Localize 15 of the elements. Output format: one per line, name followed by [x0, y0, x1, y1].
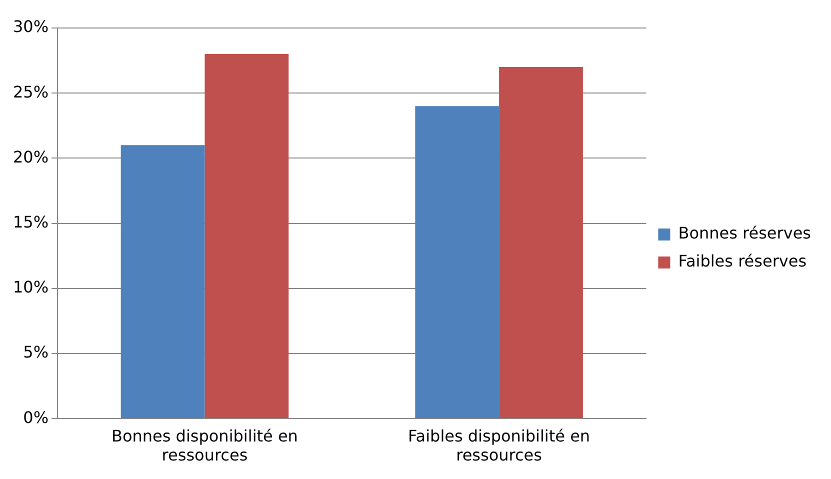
y-tick-label: 20%	[13, 147, 49, 166]
x-tick-label: Bonnes disponibilité en ressources	[111, 426, 298, 465]
legend-label: Bonnes réserves	[678, 224, 812, 243]
bar	[120, 145, 205, 418]
y-tick-label: 25%	[13, 82, 49, 102]
bar	[415, 106, 500, 418]
y-tick-label: 15%	[13, 212, 49, 232]
bar	[499, 67, 583, 418]
legend-label: Faibles réserves	[678, 252, 807, 271]
x-tick-label: Faibles disponibilité en ressources	[408, 426, 590, 465]
y-tick-label: 0%	[23, 408, 49, 427]
y-tick-label: 30%	[13, 17, 49, 36]
y-tick-label: 10%	[13, 278, 49, 297]
bar	[204, 54, 289, 418]
y-tick-label: 5%	[23, 342, 49, 362]
